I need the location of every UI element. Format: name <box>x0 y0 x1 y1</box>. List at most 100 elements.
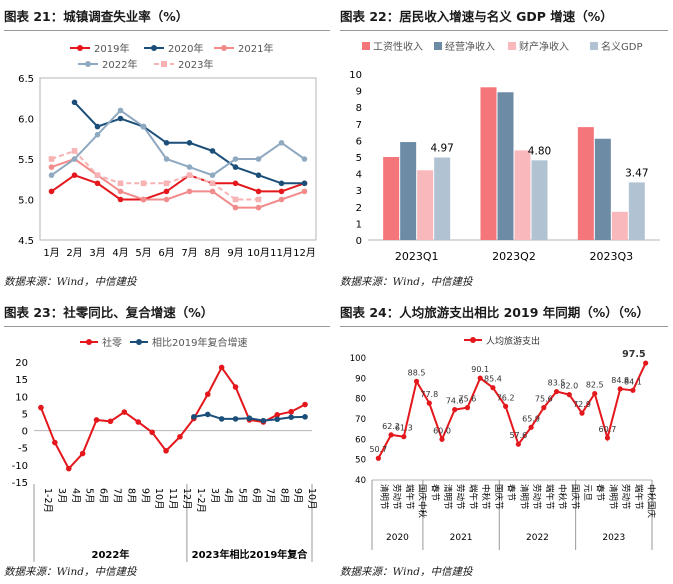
data-label: 62.2 <box>382 422 400 431</box>
data-point <box>255 156 262 162</box>
legend-marker <box>86 339 92 345</box>
x-tick-label: 1-2月 <box>42 488 53 513</box>
y-tick-label: 0 <box>356 236 362 247</box>
y-tick-label: 100 <box>350 354 366 364</box>
data-point <box>643 360 649 366</box>
panel-title: 图表 21：城镇调查失业率（%） <box>4 9 189 24</box>
y-tick-label: 5.5 <box>18 155 34 166</box>
plot-frame <box>39 77 317 241</box>
bar <box>531 160 548 240</box>
title-rule <box>340 326 668 327</box>
data-point <box>232 384 239 390</box>
legend-swatch <box>434 42 442 50</box>
data-point <box>515 441 521 447</box>
chart-income-growth: 0 1 2 3 4 5 6 7 8 9 10 工资性收入 经营净收入 财产净收入 名义GDP 4.97 2023… <box>349 40 660 263</box>
legend-marker <box>136 339 142 345</box>
data-point <box>117 107 124 114</box>
data-point <box>232 180 239 187</box>
data-label: 61.3 <box>395 424 413 433</box>
series-line <box>377 362 647 459</box>
y-tick-label: 20 <box>15 358 28 369</box>
x-tick-label: 10月 <box>306 488 317 510</box>
bar <box>480 87 497 240</box>
legend-marker <box>85 61 91 67</box>
series-line <box>51 157 305 209</box>
bar <box>497 92 514 240</box>
y-tick-label: 80 <box>355 395 366 405</box>
data-label: 97.5 <box>622 349 645 360</box>
data-point <box>439 436 445 442</box>
data-label: 76.2 <box>497 393 515 402</box>
y-tick-label: 15 <box>15 375 28 386</box>
data-point <box>186 172 193 178</box>
chart-unemployment: 4.5 5.0 5.5 6.0 6.5 1月 2月 3月 4月 5月 6月 7月 8月 9月 10月 11月 1… <box>18 42 317 259</box>
y-tick-label: 60 <box>355 435 366 445</box>
legend-marker <box>151 45 157 51</box>
data-point <box>177 433 183 440</box>
x-tick-label: 6月 <box>250 488 261 504</box>
data-point <box>401 434 407 440</box>
data-label: 50.7 <box>369 445 387 454</box>
x-tick-label: 9月 <box>139 488 150 504</box>
data-point <box>117 196 124 203</box>
x-tick-label: 8月 <box>278 488 289 504</box>
data-point <box>246 415 253 422</box>
data-point <box>232 416 239 422</box>
data-point <box>52 439 58 446</box>
data-point <box>426 400 432 406</box>
legend-label: 相比2019年复合增速 <box>152 336 247 349</box>
x-tick-label: 12月 <box>293 247 316 259</box>
data-point <box>117 115 124 122</box>
data-label: 82.5 <box>586 381 604 390</box>
y-tick-label: 9 <box>356 87 362 98</box>
data-point <box>302 414 308 420</box>
legend-swatch <box>590 42 598 50</box>
x-tick-label: 清明节 <box>518 484 529 510</box>
x-tick-label: 4月 <box>70 488 81 504</box>
data-point <box>278 188 285 195</box>
data-point <box>163 156 170 162</box>
data-point <box>163 448 169 454</box>
legend-label: 社零 <box>102 336 122 349</box>
bar <box>400 142 417 240</box>
legend-label: 经营净收入 <box>445 40 495 53</box>
legend-label: 2021年 <box>238 42 273 55</box>
data-label: 83.5 <box>548 379 566 388</box>
bar <box>628 182 645 240</box>
data-point <box>218 364 225 371</box>
data-label: 77.8 <box>420 390 438 399</box>
data-point <box>71 148 78 154</box>
data-point <box>232 196 239 203</box>
x-tick-label: 6月 <box>158 247 174 259</box>
x-tick-label: 8月 <box>125 488 136 504</box>
data-point <box>579 410 585 416</box>
x-tick-label: 2023Q3 <box>590 250 634 263</box>
x-tick-label: 劳动节 <box>391 484 402 510</box>
data-point <box>163 140 170 146</box>
bar <box>434 157 451 240</box>
legend-marker <box>470 337 476 343</box>
data-point <box>94 123 101 130</box>
data-point <box>140 123 147 130</box>
x-tick-label: 国庆中秋 <box>417 484 428 519</box>
y-tick-label: 5 <box>22 409 28 420</box>
y-tick-label: 0 <box>22 427 28 438</box>
data-point <box>48 164 55 170</box>
data-point <box>38 404 44 411</box>
data-point <box>278 196 285 203</box>
data-point <box>65 465 72 472</box>
data-point <box>204 391 211 398</box>
x-tick-label: 10月 <box>153 488 164 510</box>
data-point <box>204 411 211 418</box>
y-tick-label: -5 <box>18 444 28 455</box>
data-point <box>452 407 458 413</box>
y-tick-label: 6.0 <box>18 115 34 126</box>
y-tick-label: 1 <box>356 219 362 230</box>
data-point <box>209 148 216 154</box>
x-tick-label: 中秋节 <box>480 484 491 510</box>
data-point <box>94 180 101 187</box>
x-tick-label: 7月 <box>181 247 197 259</box>
x-tick-label: 3月 <box>56 488 67 504</box>
y-tick-label: 70 <box>355 415 366 425</box>
x-tick-label: 10月 <box>247 247 270 259</box>
